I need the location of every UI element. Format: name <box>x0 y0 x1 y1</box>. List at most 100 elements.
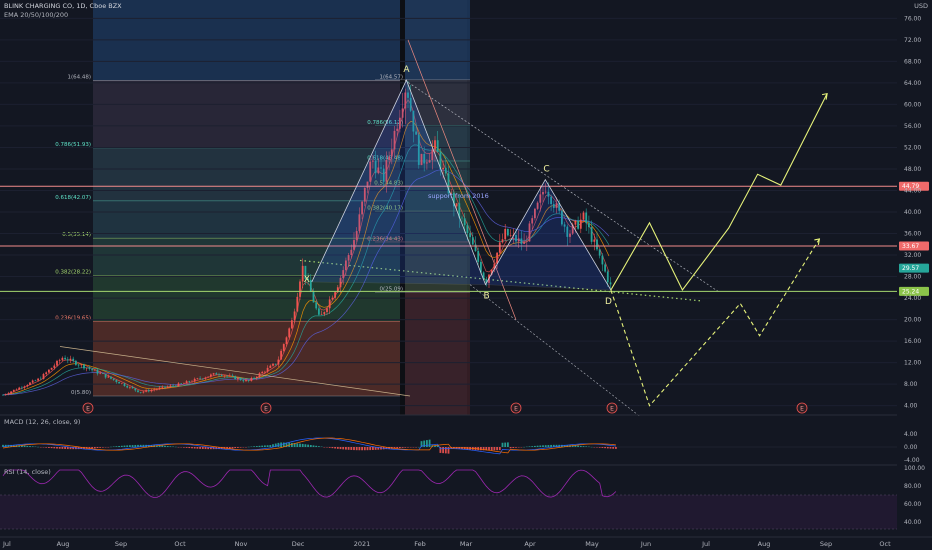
candle-body <box>266 367 269 372</box>
macd-histogram-bar <box>56 447 58 449</box>
candle-body <box>382 168 385 182</box>
candle-body <box>231 375 234 377</box>
candle-body <box>255 376 258 379</box>
macd-histogram-bar <box>129 445 131 447</box>
candle-body <box>131 386 134 389</box>
macd-histogram-bar <box>274 443 277 447</box>
candle-body <box>180 383 183 384</box>
candle-body <box>377 167 380 174</box>
macd-histogram-bar <box>309 444 312 447</box>
rsi-tick: 60.00 <box>904 501 921 508</box>
macd-histogram-bar <box>582 446 585 447</box>
candle-body <box>291 320 293 329</box>
macd-histogram-bar <box>353 447 355 451</box>
macd-histogram-bar <box>350 447 353 450</box>
macd-histogram-bar <box>366 447 369 451</box>
candle-body <box>61 357 64 361</box>
candle-body <box>29 382 31 386</box>
macd-histogram-bar <box>447 447 450 454</box>
candle-body <box>264 371 266 373</box>
candle-body <box>447 173 450 194</box>
macd-histogram-bar <box>45 447 48 448</box>
macd-histogram-bar <box>574 445 577 447</box>
macd-histogram-bar <box>210 447 212 450</box>
candle-body <box>304 265 307 279</box>
price-tick-label: 40.00 <box>904 209 921 216</box>
macd-histogram-bar <box>166 446 169 447</box>
candle-body <box>536 202 539 209</box>
candle-body <box>412 110 415 132</box>
candle-body <box>23 386 26 388</box>
fib-zone <box>93 200 400 239</box>
macd-histogram-bar <box>547 445 550 447</box>
candle-body <box>34 380 37 382</box>
candle-body <box>147 390 150 392</box>
candle-body <box>450 192 453 194</box>
fib-level-label: 0.786(56.12) <box>367 120 403 126</box>
candle-body <box>215 373 218 375</box>
price-axis[interactable]: 76.00 72.00 68.00 64.00 60.00 56.00 52.00 48.00… <box>904 15 921 409</box>
macd-histogram-bar <box>169 446 172 447</box>
macd-histogram-bar <box>196 447 199 449</box>
rsi-band <box>0 495 897 529</box>
earnings-marker-label: E <box>514 406 518 413</box>
macd-histogram-bar <box>234 447 237 449</box>
candle-body <box>183 383 185 384</box>
price-tick-label: 52.00 <box>904 144 921 151</box>
candle-body <box>609 282 612 285</box>
macd-histogram-bar <box>161 445 164 447</box>
time-tick-label: Aug <box>758 540 771 548</box>
candle-body <box>18 387 21 390</box>
time-tick-label: Jul <box>701 540 710 548</box>
candle-body <box>531 218 534 224</box>
candle-body <box>56 360 58 366</box>
candle-body <box>242 380 245 382</box>
candle-body <box>555 203 558 208</box>
indicator-label: EMA 20/50/100/200 <box>4 11 68 19</box>
time-tick-label: Jul <box>2 540 11 548</box>
candle-body <box>282 344 285 351</box>
macd-histogram-bar <box>158 445 161 447</box>
candle-body <box>563 224 566 227</box>
macd-histogram-bar <box>318 446 320 447</box>
macd-histogram-bar <box>444 447 447 454</box>
fib-level-label: 0.5(35.14) <box>62 232 91 238</box>
fib-zone <box>93 80 400 148</box>
candle-body <box>12 389 15 392</box>
macd-histogram-bar <box>509 447 512 449</box>
candle-body <box>177 383 180 387</box>
time-tick-label: Sep <box>820 540 832 548</box>
macd-histogram-bar <box>485 447 488 451</box>
candle-body <box>250 378 253 381</box>
price-tick-label: 72.00 <box>904 37 921 44</box>
horizontal-levels[interactable]: 44.79 33.67 25.24 29.57 <box>0 181 929 296</box>
candle-body <box>91 369 93 371</box>
macd-histogram-bar <box>264 445 266 447</box>
candle-body <box>93 370 96 371</box>
price-tick-label: 60.00 <box>904 101 921 108</box>
macd-histogram-bar <box>507 442 509 447</box>
candle-body <box>534 208 536 219</box>
currency-label: USD <box>914 2 928 10</box>
time-axis[interactable]: Jul Aug Sep Oct Nov Dec 2021 Feb Mar Apr May Jun Jul… <box>2 540 891 548</box>
fib-level-label: 1(64.57) <box>379 74 403 80</box>
candle-body <box>339 278 342 288</box>
macd-histogram-bar <box>609 447 612 449</box>
candle-body <box>39 378 42 380</box>
fib-level-label: 0(5.80) <box>71 390 91 396</box>
macd-histogram-bar <box>66 447 69 450</box>
macd-histogram-bar <box>423 440 426 447</box>
projections <box>610 92 828 407</box>
candle-body <box>139 392 142 393</box>
macd-histogram-bar <box>307 444 309 447</box>
candle-body <box>7 393 10 395</box>
macd-histogram-bar <box>480 447 482 451</box>
candle-body <box>112 378 115 381</box>
candle-body <box>550 196 552 205</box>
candle-body <box>496 252 498 264</box>
macd-histogram-bar <box>488 447 490 451</box>
macd-histogram-bar <box>64 447 66 449</box>
macd-histogram-bar <box>272 444 274 447</box>
price-tick-label: 44.00 <box>904 187 921 194</box>
